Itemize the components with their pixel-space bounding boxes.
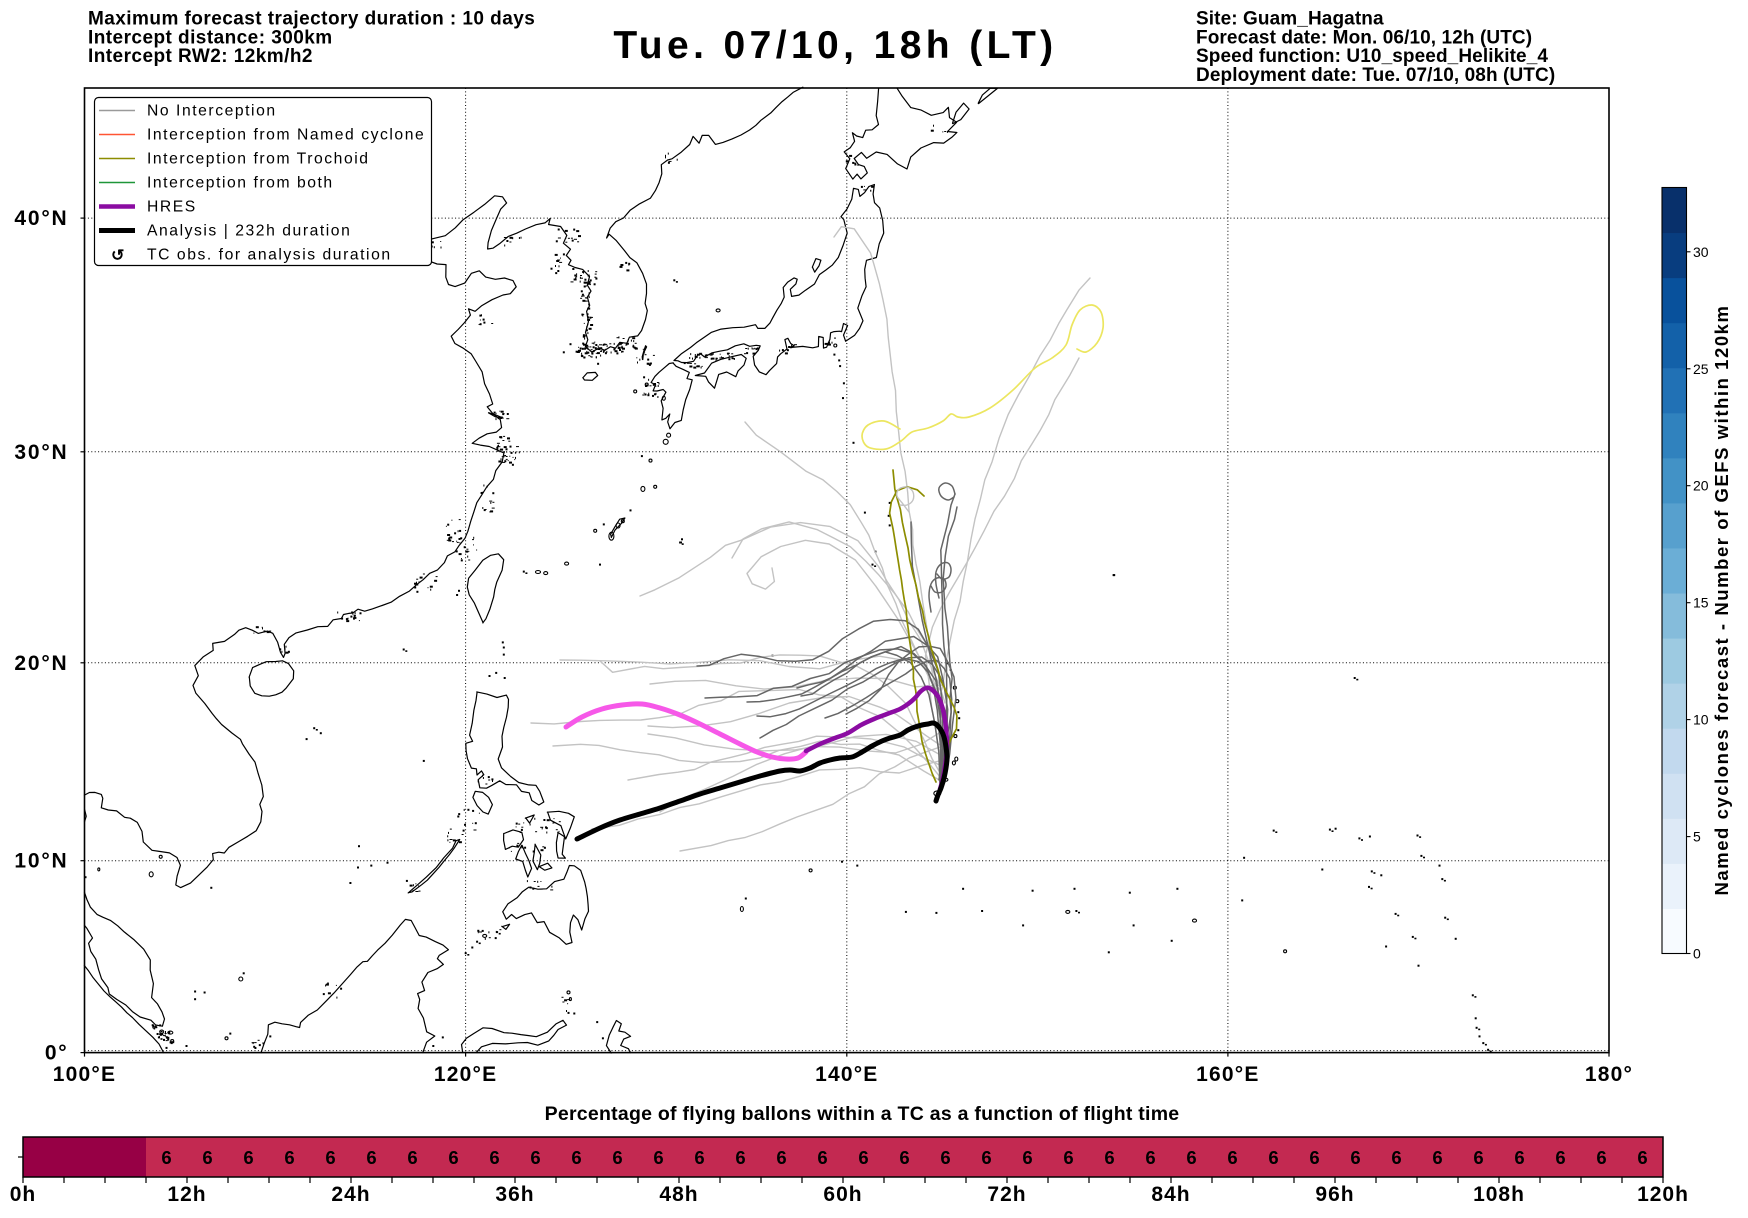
svg-text:108h: 108h: [1473, 1183, 1525, 1206]
svg-text:6: 6: [1555, 1147, 1565, 1168]
svg-text:Analysis | 232h duration: Analysis | 232h duration: [147, 223, 351, 240]
svg-text:36h: 36h: [495, 1183, 534, 1206]
svg-text:30°N: 30°N: [14, 441, 68, 464]
svg-text:84h: 84h: [1151, 1183, 1190, 1206]
svg-text:6: 6: [366, 1147, 376, 1168]
svg-text:6: 6: [448, 1147, 458, 1168]
svg-text:6: 6: [1227, 1147, 1237, 1168]
svg-text:12h: 12h: [167, 1183, 206, 1206]
svg-text:6: 6: [1514, 1147, 1524, 1168]
svg-text:20°N: 20°N: [14, 652, 68, 675]
svg-text:No Interception: No Interception: [147, 103, 277, 120]
svg-text:Intercept distance: 300km: Intercept distance: 300km: [88, 27, 333, 48]
svg-text:6: 6: [1104, 1147, 1114, 1168]
svg-text:Named cyclones forecast - Numb: Named cyclones forecast - Number of GEFS…: [1711, 304, 1732, 895]
svg-text:5: 5: [1693, 829, 1701, 845]
svg-text:6: 6: [325, 1147, 335, 1168]
svg-text:Interception from Named cyclon: Interception from Named cyclone: [147, 127, 425, 144]
svg-text:6: 6: [161, 1147, 171, 1168]
svg-text:20: 20: [1693, 478, 1709, 494]
svg-text:Percentage of flying ballons w: Percentage of flying ballons within a TC…: [545, 1103, 1180, 1125]
svg-text:140°E: 140°E: [815, 1063, 878, 1086]
svg-text:6: 6: [284, 1147, 294, 1168]
svg-text:6: 6: [571, 1147, 581, 1168]
svg-text:6: 6: [899, 1147, 909, 1168]
svg-text:6: 6: [1350, 1147, 1360, 1168]
svg-text:6: 6: [1268, 1147, 1278, 1168]
svg-text:6: 6: [940, 1147, 950, 1168]
svg-text:6: 6: [530, 1147, 540, 1168]
svg-text:180°: 180°: [1585, 1063, 1633, 1086]
svg-text:6: 6: [243, 1147, 253, 1168]
svg-text:Site: Guam_Hagatna: Site: Guam_Hagatna: [1196, 9, 1384, 30]
svg-text:6: 6: [1022, 1147, 1032, 1168]
svg-text:6: 6: [1432, 1147, 1442, 1168]
svg-text:30: 30: [1693, 244, 1709, 260]
svg-text:6: 6: [858, 1147, 868, 1168]
svg-text:0: 0: [1693, 946, 1701, 962]
svg-text:0h: 0h: [10, 1183, 37, 1206]
svg-text:Speed function: U10_speed_Heli: Speed function: U10_speed_Helikite_4: [1196, 46, 1548, 67]
svg-text:6: 6: [1596, 1147, 1606, 1168]
svg-text:25: 25: [1693, 361, 1709, 377]
svg-text:40°N: 40°N: [14, 207, 68, 230]
svg-text:100°E: 100°E: [53, 1063, 116, 1086]
svg-text:120h: 120h: [1637, 1183, 1689, 1206]
svg-text:72h: 72h: [987, 1183, 1026, 1206]
svg-text:10°N: 10°N: [14, 850, 68, 873]
svg-text:Deployment date: Tue. 07/10, 0: Deployment date: Tue. 07/10, 08h (UTC): [1196, 65, 1555, 86]
svg-text:Forecast date: Mon. 06/10, 12h: Forecast date: Mon. 06/10, 12h (UTC): [1196, 27, 1532, 48]
svg-text:6: 6: [1391, 1147, 1401, 1168]
svg-text:Interception from both: Interception from both: [147, 175, 334, 192]
svg-text:6: 6: [1637, 1147, 1647, 1168]
svg-text:6: 6: [1145, 1147, 1155, 1168]
svg-text:0°: 0°: [45, 1042, 69, 1065]
svg-text:Maximum forecast trajectory du: Maximum forecast trajectory duration : 1…: [88, 9, 535, 30]
svg-text:24h: 24h: [331, 1183, 370, 1206]
svg-text:6: 6: [694, 1147, 704, 1168]
svg-text:TC obs. for analysis duration: TC obs. for analysis duration: [147, 247, 392, 264]
svg-text:6: 6: [981, 1147, 991, 1168]
svg-text:15: 15: [1693, 595, 1709, 611]
svg-text:6: 6: [776, 1147, 786, 1168]
svg-text:6: 6: [1186, 1147, 1196, 1168]
svg-text:6: 6: [817, 1147, 827, 1168]
svg-text:6: 6: [612, 1147, 622, 1168]
svg-text:96h: 96h: [1315, 1183, 1354, 1206]
svg-text:Interception from Trochoid: Interception from Trochoid: [147, 151, 370, 168]
svg-text:6: 6: [202, 1147, 212, 1168]
svg-text:Intercept RW2: 12km/h2: Intercept RW2: 12km/h2: [88, 46, 313, 67]
svg-text:48h: 48h: [659, 1183, 698, 1206]
svg-text:160°E: 160°E: [1196, 1063, 1259, 1086]
svg-text:6: 6: [1063, 1147, 1073, 1168]
svg-text:Tue. 07/10, 18h (LT): Tue. 07/10, 18h (LT): [613, 24, 1057, 67]
svg-text:↺: ↺: [111, 248, 124, 265]
svg-text:HRES: HRES: [147, 199, 197, 216]
svg-text:120°E: 120°E: [434, 1063, 497, 1086]
svg-text:6: 6: [653, 1147, 663, 1168]
svg-text:6: 6: [1473, 1147, 1483, 1168]
svg-text:60h: 60h: [823, 1183, 862, 1206]
svg-text:6: 6: [407, 1147, 417, 1168]
svg-text:6: 6: [735, 1147, 745, 1168]
svg-text:10: 10: [1693, 712, 1709, 728]
svg-text:6: 6: [489, 1147, 499, 1168]
svg-text:6: 6: [1309, 1147, 1319, 1168]
